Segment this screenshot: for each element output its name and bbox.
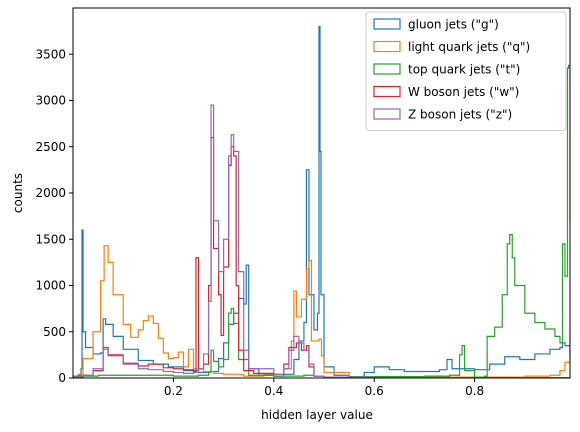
legend-swatch-1 [373,40,401,53]
y-tick-label-6: 3000 [35,94,66,108]
legend-box [365,11,567,131]
y-tick-label-0: 0 [58,371,66,385]
y-axis-label: counts [11,173,25,213]
x-tick-label-2: 0.6 [365,384,384,398]
series-line-1 [73,245,570,378]
legend-label-2: top quark jets ("t") [408,63,520,77]
axes-layer: 0.2 0.4 0.6 0.8 0 500 1000 1500 2000 2500 3000 3500 [35,7,571,398]
legend-swatch-4 [373,108,401,120]
series-line-0 [73,25,570,378]
y-tick-label-7: 3500 [35,47,66,61]
y-tick-label-1: 500 [43,325,66,339]
legend-swatch-0 [373,18,401,30]
y-tick-label-2: 1000 [35,279,66,293]
series-layer [73,25,570,378]
legend-swatch-2 [373,63,401,75]
x-tick-label-1: 0.4 [264,384,283,398]
x-tick-label-0: 0.2 [164,384,183,398]
legend-label-4: Z boson jets ("z") [408,108,512,122]
legend-swatch-3 [373,85,401,98]
y-tick-label-3: 1500 [35,232,66,246]
legend-label-3: W boson jets ("w") [408,85,519,99]
y-tick-label-4: 2000 [35,186,66,200]
series-line-4 [73,104,570,378]
series-line-2 [73,64,570,378]
legend: gluon jets ("g") light quark jets ("q") to… [365,11,567,131]
y-tick-label-5: 2500 [35,140,66,154]
legend-label-1: light quark jets ("q") [408,40,530,54]
x-axis-label: hidden layer value [261,408,373,422]
series-line-3 [73,136,570,378]
x-tick-label-3: 0.8 [465,384,484,398]
legend-label-0: gluon jets ("g") [408,18,499,32]
